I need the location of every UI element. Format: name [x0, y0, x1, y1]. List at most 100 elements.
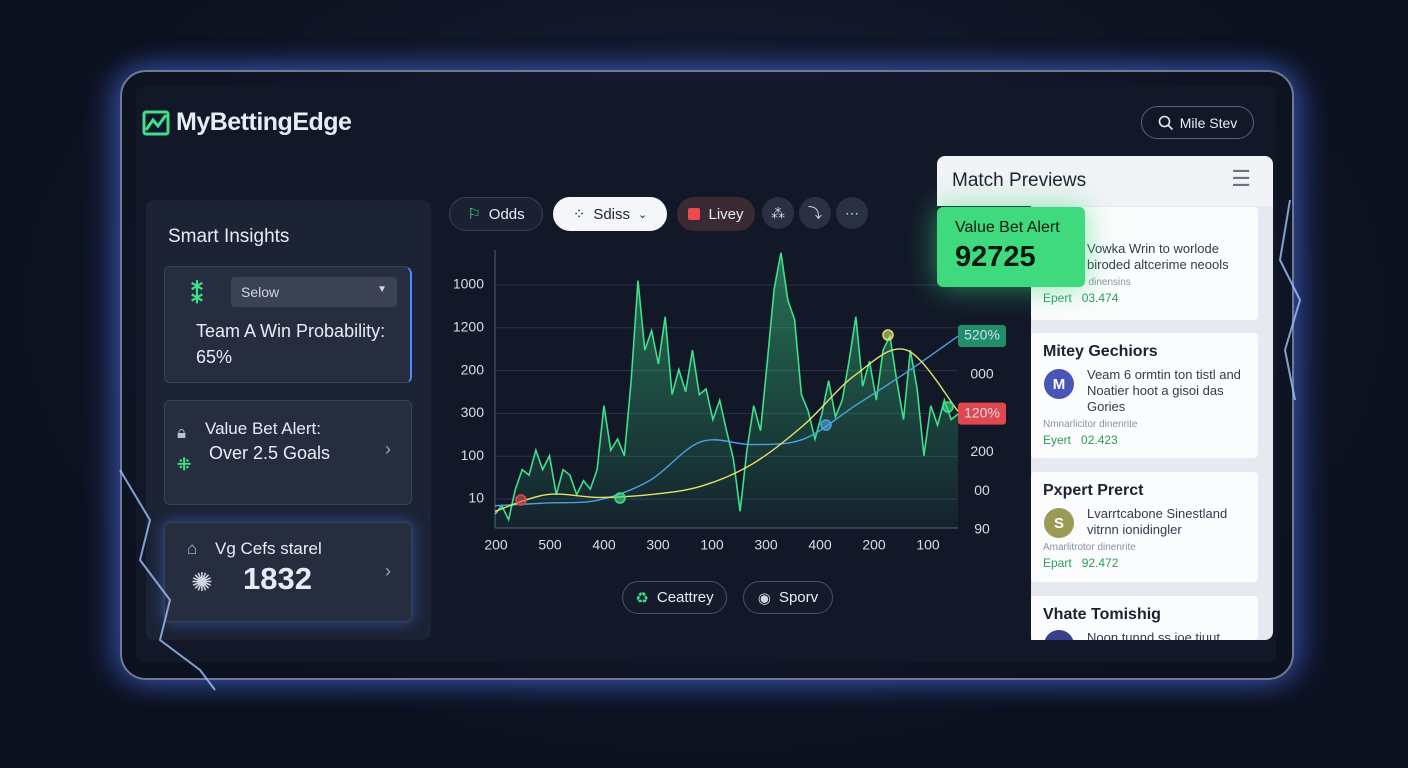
preview-body: Mitey Gechiors Veam 6 ormtin ton tistl an…	[1043, 343, 1246, 447]
chevron: ›	[385, 439, 391, 459]
y-tick-label: 1200	[453, 319, 484, 335]
tab-text: Sdiss	[593, 205, 631, 223]
tab-button[interactable]: Livey	[677, 197, 755, 231]
lock-icon: 🔒︎	[177, 423, 187, 442]
panel-title: Match Previews	[952, 170, 1087, 191]
preview-text: Vowka Wrin to worlode biroded altcerime n…	[1087, 241, 1246, 273]
preview-text: Veam 6 ormtin ton tistl and Noatier hoot …	[1087, 367, 1246, 415]
preview-body: Vhate Tomishig Noon tunnd ss.ioe tiuut	[1043, 606, 1246, 640]
y2-tick-label: 520%	[964, 327, 1000, 343]
tab-text: Odds	[488, 205, 525, 223]
tab-text: Livey	[708, 205, 744, 223]
x-tick-label: 400	[808, 537, 832, 553]
flag-icon: ⚐	[467, 206, 481, 223]
dropdown-arrow: ⌄	[638, 208, 648, 221]
y-tick-label: 1000	[453, 276, 484, 292]
card-icon: ⁑	[191, 282, 203, 309]
preview-title: Vhate Tomishig	[1043, 606, 1161, 623]
x-tick-label: 300	[646, 537, 670, 553]
x-tick-label: 100	[700, 537, 724, 553]
panel-header: Match Previews ☰	[937, 156, 1273, 206]
marker	[820, 419, 832, 431]
y2-tick-label: 90	[974, 521, 990, 537]
card-label: Vg Cefs starel	[215, 539, 322, 558]
icon-button[interactable]: ⁂	[762, 197, 794, 229]
area-fill	[495, 252, 958, 528]
chevron: ›	[385, 561, 391, 581]
x-tick-label: 400	[592, 537, 616, 553]
marker	[614, 492, 626, 504]
y-tick-label: 10	[468, 490, 484, 506]
search-icon	[1158, 115, 1173, 130]
preview-expert: Epert 03.474	[1043, 291, 1246, 305]
x-tick-label: 300	[754, 537, 778, 553]
tab-button[interactable]: ⚐ Odds	[449, 197, 543, 231]
preview-line: Noatier hoot a gisoi das	[1087, 383, 1224, 398]
alert-card[interactable]: Value Bet Alert 92725	[937, 207, 1085, 287]
ball-icon: ✺	[191, 567, 213, 597]
insight-card[interactable]: ⌂ Vg Cefs starel ✺ 1832 ›	[164, 522, 412, 622]
preview-card[interactable]: Mitey Gechiors Veam 6 ormtin ton tistl an…	[1031, 333, 1258, 458]
preview-line: Noon tunnd ss.ioe tiuut	[1087, 630, 1220, 640]
card-label: Team A Win Probability:	[196, 321, 386, 341]
y2-tick-label: 200	[970, 443, 994, 459]
preview-line: biroded altcerime neools	[1087, 257, 1229, 272]
preview-line: Veam 6 ormtin ton tistl and	[1087, 367, 1241, 382]
alert-value: 92725	[955, 241, 1036, 273]
y2-tick-label: 00	[974, 482, 990, 498]
preview-card[interactable]: Pxpert Prerct Lvarrtcabone Sinestland vitr…	[1031, 472, 1258, 582]
search-button[interactable]: Mile Stev	[1141, 106, 1254, 139]
live-dot	[688, 208, 701, 220]
x-tick-label: 200	[862, 537, 886, 553]
preview-expert: Eyert 02.423	[1043, 433, 1246, 447]
y-tick-label: 200	[461, 361, 485, 377]
device-frame	[120, 70, 1294, 680]
preview-title: Mitey Gechiors	[1043, 343, 1158, 360]
icon-button[interactable]: ⋯	[836, 197, 868, 229]
expert-label: Eyert	[1043, 433, 1072, 447]
select[interactable]: Selow ▼	[231, 277, 397, 307]
lightning	[119, 469, 216, 691]
trend-line	[494, 348, 959, 512]
tab-button[interactable]: ⁘ Sdiss ⌄	[553, 197, 667, 231]
x-tick-label: 200	[484, 537, 508, 553]
y-tick-label: 100	[461, 447, 485, 463]
marker	[882, 329, 894, 341]
marker	[515, 494, 527, 506]
badge	[958, 325, 1006, 347]
logo-icon	[142, 110, 170, 135]
preview-meta: Amarlitrotor dinenrite	[1043, 542, 1136, 553]
preview-card[interactable]: Vhate Tomishig Noon tunnd ss.ioe tiuut	[1031, 596, 1258, 640]
card-icon: ⁜	[177, 455, 192, 474]
x-tick-label: 100	[916, 537, 940, 553]
expert-label: Epart	[1043, 556, 1072, 570]
lightning	[1278, 199, 1302, 401]
legend-text: Sporv	[778, 589, 819, 606]
icon-button[interactable]: ⤵	[799, 197, 831, 229]
card-value: 65%	[196, 347, 233, 367]
badge	[958, 402, 1006, 425]
preview-text: Noon tunnd ss.ioe tiuut	[1087, 630, 1246, 640]
insight-card[interactable]: 🔒︎ ⁜ Value Bet Alert: Over 2.5 Goals ›	[164, 400, 412, 505]
insight-card[interactable]: ⁑ Selow ▼ Team A Win Probability: 65%	[164, 266, 412, 383]
avatar	[1044, 630, 1074, 640]
grid-icon: ⁘	[572, 206, 586, 223]
expert-score: 02.423	[1081, 433, 1118, 447]
card-label: Value Bet Alert:	[205, 419, 321, 438]
logo[interactable]: MyBettingEdge	[142, 108, 352, 137]
preview-line: Vowka Wrin to worlode	[1087, 241, 1219, 256]
select-arrow: ▼	[377, 284, 387, 295]
legend-button[interactable]: ♻ Ceattrey	[622, 581, 727, 614]
home-icon: ⌂	[187, 539, 198, 558]
expert-label: Epert	[1043, 291, 1072, 305]
preview-line: vitrnn ionidingler	[1087, 522, 1182, 537]
menu-icon[interactable]: ☰	[1231, 166, 1251, 191]
area-line	[494, 252, 959, 523]
legend-button[interactable]: ◉ Sporv	[743, 581, 833, 614]
y2-tick-label: 120%	[964, 404, 1000, 420]
y-tick-label: 300	[461, 404, 485, 420]
preview-line: Lvarrtcabone Sinestland	[1087, 506, 1228, 521]
